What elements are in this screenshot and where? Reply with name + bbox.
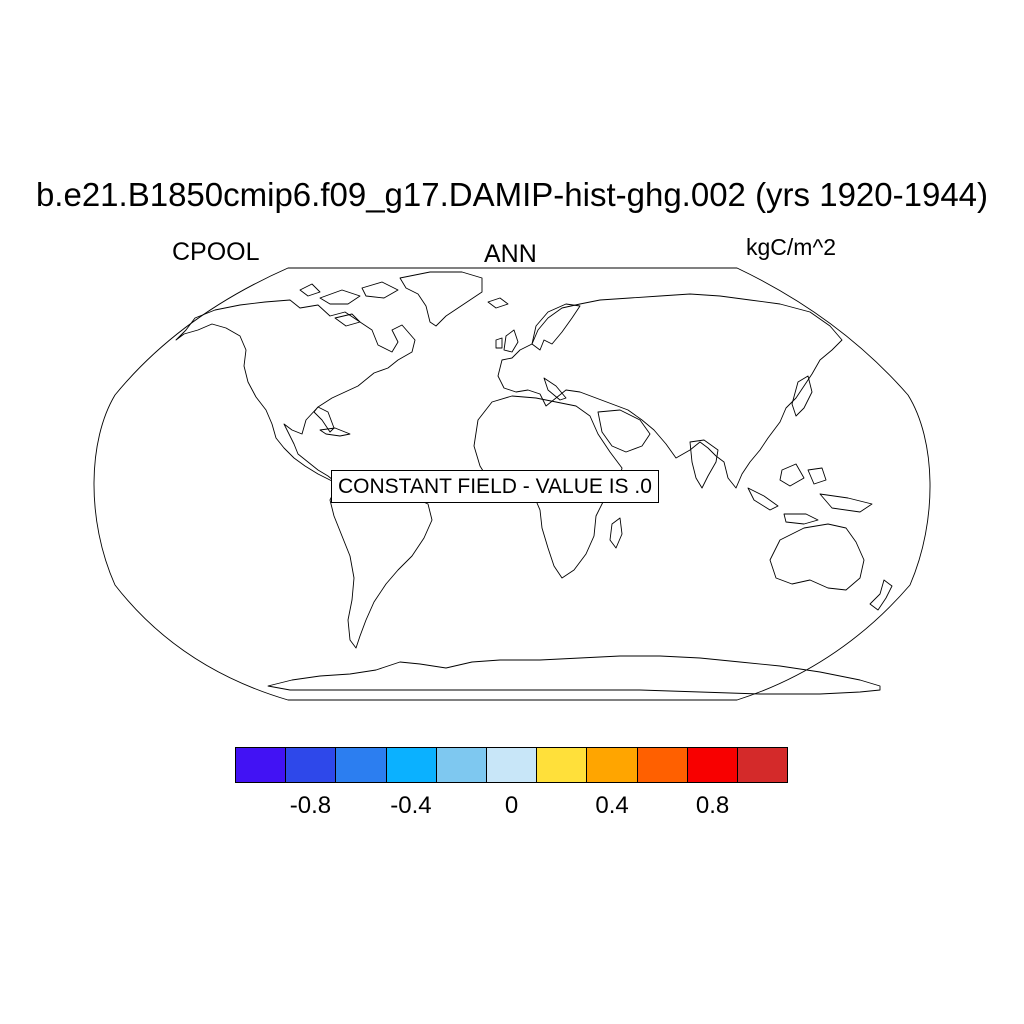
coast-madagascar [609, 517, 623, 549]
colorbar-box-4 [436, 748, 487, 782]
coast-japan [791, 375, 813, 417]
colorbar-box-6 [537, 748, 588, 782]
plot-title: b.e21.B1850cmip6.f09_g17.DAMIP-hist-ghg.… [35, 176, 989, 213]
coast-india [689, 439, 719, 489]
coast-arctic-islands [299, 281, 399, 327]
colorbar-box-3 [386, 748, 437, 782]
colorbar-box-1 [286, 748, 337, 782]
coast-iceland [487, 297, 509, 309]
colorbar-tick-label: -0.8 [289, 792, 332, 819]
colorbar-box-5 [486, 748, 538, 782]
coast-north-america [175, 299, 416, 485]
units-label: kgC/m^2 [746, 234, 837, 260]
coast-arabia [597, 409, 651, 453]
colorbar-box-2 [336, 748, 387, 782]
colorbar-labels: -0.8 -0.4 0 0.4 0.8 [235, 792, 788, 822]
coast-florida [313, 406, 335, 433]
coast-greenland [399, 271, 483, 327]
colorbar-tick-label: 0.8 [695, 792, 730, 819]
variable-label: CPOOL [172, 238, 260, 266]
colorbar-box-10 [737, 748, 788, 782]
coast-scandinavia [531, 303, 581, 351]
coast-australia [769, 523, 865, 591]
colorbar-tick-label: 0.4 [595, 792, 629, 819]
coast-new-zealand [869, 579, 893, 611]
colorbar-box-7 [587, 748, 638, 782]
colorbar-box-0 [236, 748, 287, 782]
coast-antarctica [267, 655, 881, 695]
coast-cuba [319, 427, 351, 437]
colorbar-box-9 [687, 748, 738, 782]
coast-south-america [329, 477, 433, 649]
map-frame [93, 267, 931, 701]
colorbar [235, 747, 788, 783]
coast-maritime-asia [747, 463, 873, 525]
coast-british-isles [495, 329, 519, 353]
coast-eurasia [497, 293, 843, 489]
constant-field-notice: CONSTANT FIELD - VALUE IS .0 [331, 470, 659, 503]
coast-italy [543, 377, 567, 401]
season-label: ANN [484, 240, 537, 268]
colorbar-box-8 [637, 748, 688, 782]
colorbar-tick-label: -0.4 [390, 792, 432, 819]
colorbar-tick-label: 0 [504, 792, 519, 819]
